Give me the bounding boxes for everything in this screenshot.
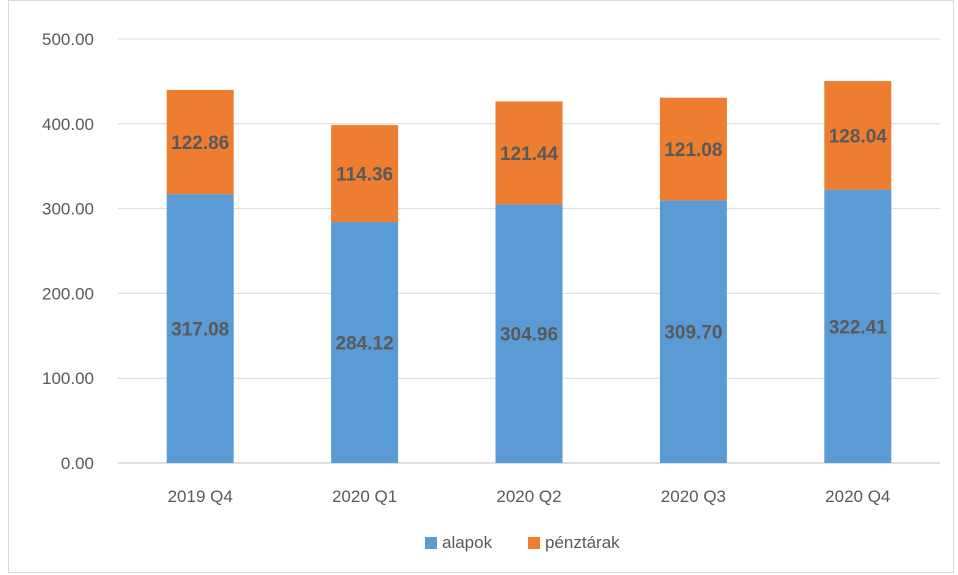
- data-label: 317.08: [171, 320, 229, 341]
- bar-alapok[interactable]: [824, 189, 892, 463]
- data-label: 304.96: [500, 325, 558, 346]
- legend-label: alapok: [442, 533, 493, 552]
- data-label: 128.04: [829, 126, 888, 147]
- chart-frame: [8, 0, 954, 573]
- legend-swatch: [425, 537, 437, 549]
- x-tick-label: 2020 Q4: [825, 487, 890, 506]
- data-label: 284.12: [336, 334, 394, 355]
- y-tick-label: 400.00: [42, 115, 94, 134]
- x-tick-label: 2020 Q1: [332, 487, 397, 506]
- x-tick-label: 2020 Q2: [496, 487, 561, 506]
- y-tick-label: 0.00: [61, 454, 94, 473]
- x-tick-label: 2020 Q3: [661, 487, 726, 506]
- y-tick-label: 500.00: [42, 30, 94, 49]
- bar-penztarak[interactable]: [331, 125, 399, 223]
- bar-alapok[interactable]: [166, 194, 234, 464]
- bar-penztarak[interactable]: [495, 101, 563, 205]
- data-label: 114.36: [336, 165, 393, 186]
- bar-penztarak[interactable]: [166, 89, 234, 195]
- bar-penztarak[interactable]: [659, 97, 727, 201]
- data-label: 122.86: [171, 133, 229, 154]
- data-label: 121.44: [500, 144, 559, 165]
- legend-swatch: [528, 537, 540, 549]
- legend-label: pénztárak: [545, 533, 620, 552]
- data-label: 309.70: [664, 323, 722, 344]
- y-tick-label: 100.00: [42, 369, 94, 388]
- data-label: 121.08: [664, 140, 722, 161]
- x-tick-label: 2019 Q4: [168, 487, 233, 506]
- bar-alapok[interactable]: [495, 204, 563, 463]
- bar-alapok[interactable]: [331, 222, 399, 463]
- y-tick-label: 200.00: [42, 284, 94, 303]
- y-tick-label: 300.00: [42, 200, 94, 219]
- bar-penztarak[interactable]: [824, 81, 892, 190]
- bar-alapok[interactable]: [659, 200, 727, 464]
- data-label: 322.41: [829, 317, 888, 338]
